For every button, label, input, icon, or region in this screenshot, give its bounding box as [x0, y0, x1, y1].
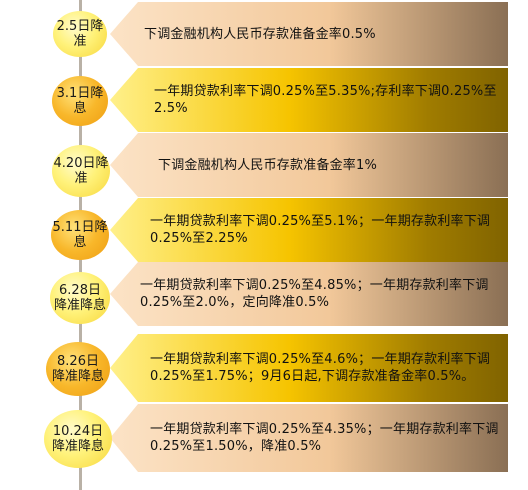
event-callout-6: 一年期贷款利率下调0.25%至4.6%；一年期存款利率下调0.25%至1.75%…	[110, 334, 508, 402]
event-callout-1: 下调金融机构人民币存款准备金率0.5%	[110, 2, 508, 66]
event-callout-4: 一年期贷款利率下调0.25%至5.1%；一年期存款利率下调0.25%至2.25%	[110, 198, 508, 262]
event-date-6: 8.26日 降准降息	[46, 342, 110, 396]
event-callout-5: 一年期贷款利率下调0.25%至4.85%；一年期存款利率下调0.25%至2.0%…	[110, 262, 508, 326]
event-date-1: 2.5日降准	[53, 11, 107, 57]
event-text-7: 一年期贷款利率下调0.25%至4.35%；一年期存款利率下调0.25%至1.50…	[150, 422, 499, 454]
event-text-1: 下调金融机构人民币存款准备金率0.5%	[144, 26, 376, 42]
event-date-3: 4.20日降准	[52, 145, 110, 197]
event-callout-2: 一年期贷款利率下调0.25%至5.35%;存利率下调0.25%至2.5%	[110, 68, 508, 132]
event-text-6: 一年期贷款利率下调0.25%至4.6%；一年期存款利率下调0.25%至1.75%…	[150, 352, 491, 384]
event-callout-7: 一年期贷款利率下调0.25%至4.35%；一年期存款利率下调0.25%至1.50…	[110, 404, 508, 472]
event-date-7: 10.24日 降准降息	[44, 410, 112, 468]
event-text-2: 一年期贷款利率下调0.25%至5.35%;存利率下调0.25%至2.5%	[154, 84, 497, 116]
event-callout-3: 下调金融机构人民币存款准备金率1%	[110, 133, 508, 197]
event-date-2: 3.1日降息	[52, 76, 108, 126]
event-text-4: 一年期贷款利率下调0.25%至5.1%；一年期存款利率下调0.25%至2.25%	[150, 214, 491, 246]
event-date-4: 5.11日降息	[51, 210, 109, 260]
event-text-5: 一年期贷款利率下调0.25%至4.85%；一年期存款利率下调0.25%至2.0%…	[140, 278, 489, 310]
event-text-3: 下调金融机构人民币存款准备金率1%	[158, 157, 378, 173]
event-date-5: 6.28日 降准降息	[50, 272, 110, 324]
